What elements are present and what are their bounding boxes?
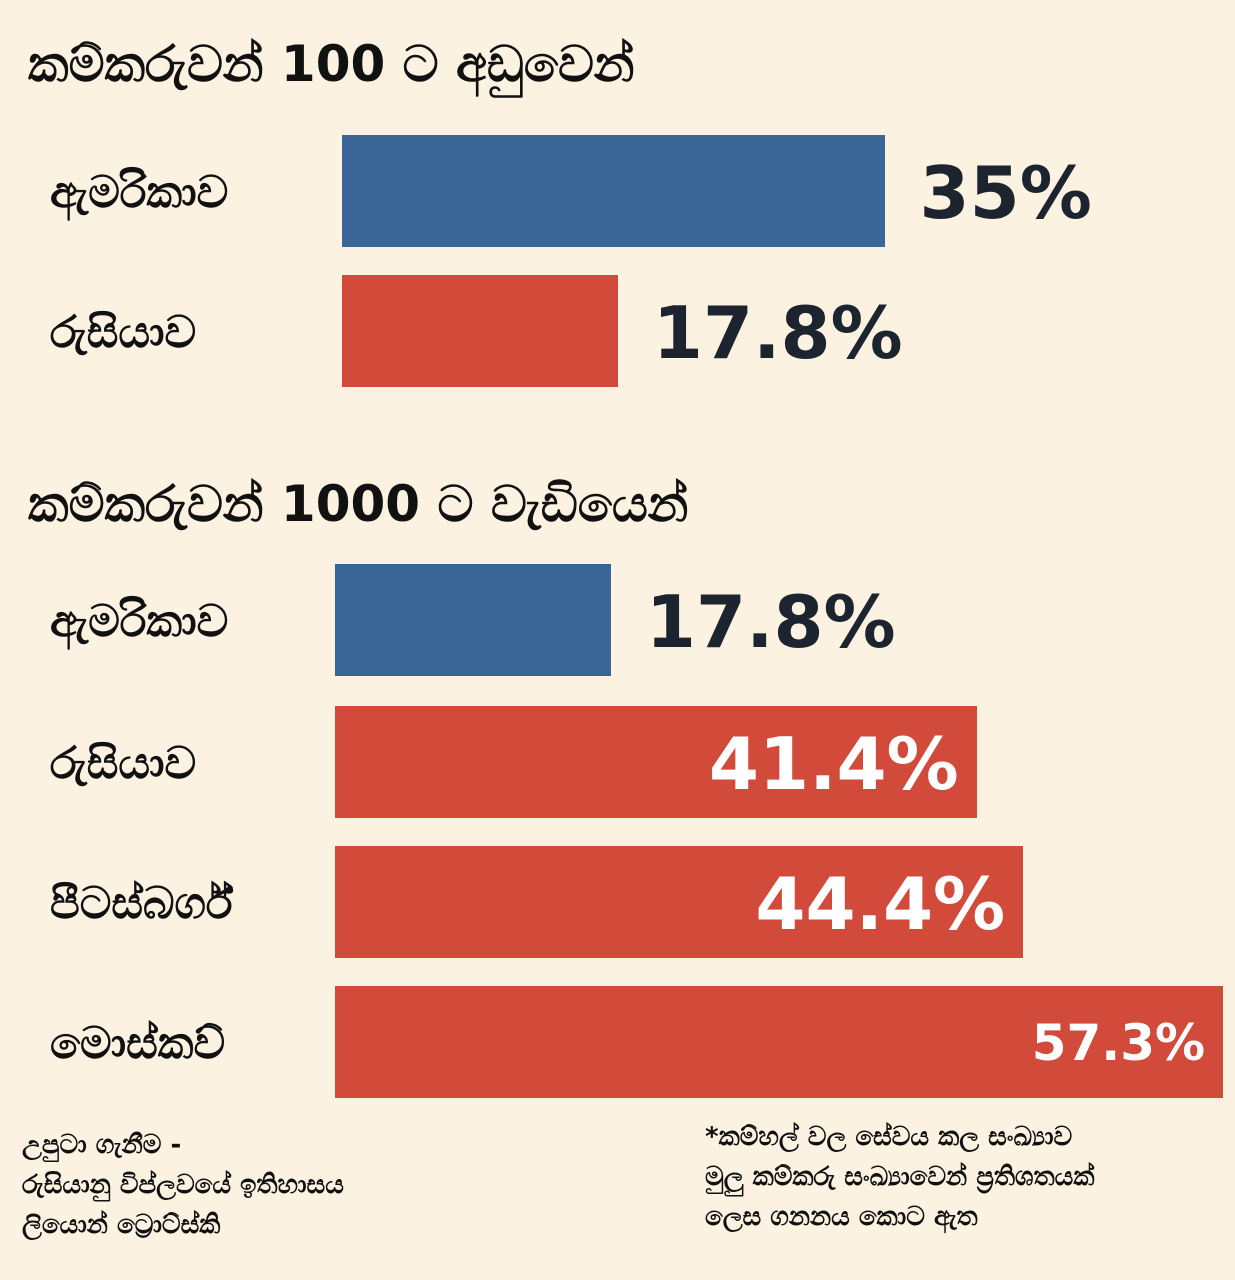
source-note: උපුටා ගැනීම - රුසියානු විප්ලවයේ ඉතිහාසය …	[22, 1125, 344, 1245]
data-label: 41.4%	[708, 722, 959, 806]
source-line: ලියොන් ට්‍රොට්ස්කි	[22, 1210, 221, 1240]
category-label: ඇමරිකාව	[50, 596, 229, 647]
category-label: රුසියාව	[50, 738, 197, 789]
category-label: පීටස්බර්ග්	[50, 878, 233, 929]
data-label: 17.8%	[645, 580, 896, 664]
chart-title-large-factories: කම්කරුවන් 1000 ට වැඩියෙන්	[28, 475, 689, 533]
data-label: 57.3%	[1031, 1014, 1206, 1072]
bar	[335, 564, 611, 676]
source-line: රුසියානු විප්ලවයේ ඉතිහාසය	[22, 1170, 344, 1200]
data-label: 35%	[919, 151, 1092, 235]
category-label: රුසියාව	[50, 307, 197, 358]
footnote-line: *කම්හල් වල සේවය කල සංඛ්‍යාව	[705, 1122, 1073, 1152]
bar	[335, 846, 1024, 958]
footnote-line: මුලු කම්කරු සංඛ්‍යාවෙන් ප්‍රතිශතයක්	[705, 1162, 1095, 1192]
data-label: 17.8%	[652, 291, 903, 375]
category-label: ඇමරිකාව	[50, 167, 229, 218]
source-line: උපුටා ගැනීම -	[22, 1130, 182, 1160]
category-label: මොස්කව්	[50, 1018, 226, 1069]
footnote: *කම්හල් වල සේවය කල සංඛ්‍යාව මුලු කම්කරු …	[705, 1117, 1094, 1237]
footnote-line: ලෙස ගනනය කොට ඇත	[705, 1202, 978, 1232]
chart-title-small-factories: කම්කරුවන් 100 ට අඩුවෙන්	[28, 35, 635, 93]
bar	[342, 275, 618, 387]
data-label: 44.4%	[755, 862, 1006, 946]
bar	[342, 135, 885, 247]
bar	[335, 986, 1224, 1098]
bar	[335, 706, 977, 818]
